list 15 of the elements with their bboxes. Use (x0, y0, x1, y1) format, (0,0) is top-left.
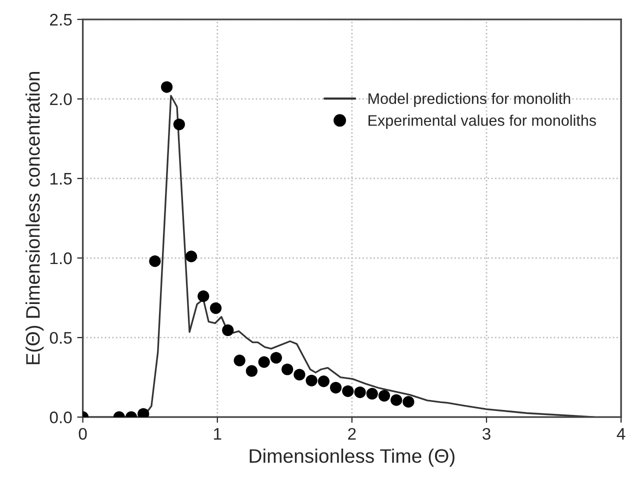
y-tick-label: 0.0 (50, 412, 72, 424)
x-tick-label: 0 (78, 428, 87, 440)
x-tick-label: 4 (616, 428, 626, 440)
x-tick-label: 3 (482, 428, 490, 440)
x-tick-label: 1 (214, 428, 222, 440)
legend-label: Model predictions for monolith (368, 92, 570, 108)
y-tick-label: 1.0 (50, 252, 72, 264)
y-axis-title: E(Θ) Dimensionless concentration (26, 72, 44, 364)
y-tick-label: 2.5 (50, 14, 72, 26)
y-tick-label: 0.5 (50, 332, 72, 344)
y-tick-label: 2.0 (50, 93, 72, 106)
x-axis-title: Dimensionless Time (Θ) (250, 448, 454, 467)
x-tick-label: 2 (348, 428, 356, 440)
y-tick-label: 1.5 (50, 173, 72, 185)
legend-label: Experimental values for monoliths (368, 114, 596, 129)
